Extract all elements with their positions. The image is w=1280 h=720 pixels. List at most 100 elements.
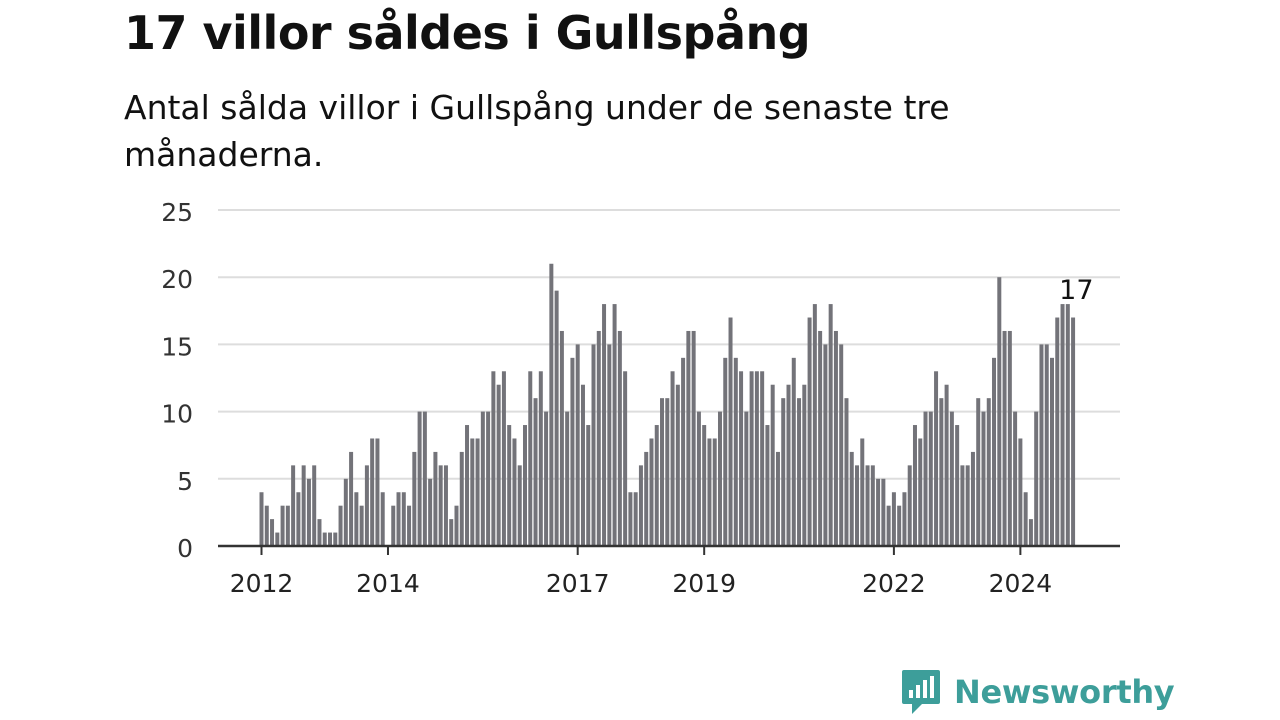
bar <box>1050 357 1054 546</box>
bar <box>301 465 306 546</box>
bar <box>491 371 496 546</box>
axes <box>218 544 1120 555</box>
bar <box>844 398 849 546</box>
bar <box>717 411 722 546</box>
bar <box>533 398 538 546</box>
bar <box>992 357 997 546</box>
bar <box>496 384 501 546</box>
bar <box>849 451 854 546</box>
bar <box>338 505 343 546</box>
bar <box>580 384 585 546</box>
bar <box>628 492 633 546</box>
y-tick-label: 10 <box>161 400 193 429</box>
bar <box>1044 344 1049 546</box>
bar <box>797 398 802 546</box>
x-tick-label: 2024 <box>989 569 1053 598</box>
bar <box>612 304 617 546</box>
bar <box>512 438 517 546</box>
y-tick-label: 20 <box>161 265 193 294</box>
bar <box>296 492 301 546</box>
bar <box>354 492 359 546</box>
bar <box>623 371 628 546</box>
bar <box>480 411 485 546</box>
bar <box>855 465 860 546</box>
x-tick-label: 2019 <box>672 569 736 598</box>
bar <box>322 532 327 546</box>
bar <box>475 438 480 546</box>
bar <box>686 330 691 546</box>
bar <box>723 357 728 546</box>
bar <box>465 425 470 546</box>
bar <box>965 465 970 546</box>
bar <box>665 398 670 546</box>
y-tick-label: 15 <box>161 332 193 361</box>
bar <box>538 371 543 546</box>
bar <box>559 330 564 546</box>
bar <box>270 519 275 546</box>
bar <box>870 465 875 546</box>
bar <box>702 425 707 546</box>
bar <box>602 304 607 546</box>
x-tick-label: 2014 <box>356 569 420 598</box>
x-tick-label: 2017 <box>546 569 610 598</box>
bar <box>707 438 712 546</box>
bar <box>364 465 369 546</box>
bar <box>523 425 527 546</box>
bar <box>486 411 491 546</box>
bar <box>754 371 759 546</box>
bar <box>907 465 912 546</box>
bar <box>728 317 733 546</box>
y-tick-label: 5 <box>177 467 193 496</box>
bar <box>586 425 591 546</box>
bar <box>280 505 285 546</box>
bar <box>960 465 965 546</box>
bar <box>544 411 549 546</box>
bar <box>681 357 686 546</box>
bar <box>912 425 917 546</box>
bar <box>654 425 659 546</box>
bar <box>976 398 981 546</box>
bar <box>517 465 522 546</box>
bars <box>259 263 1076 546</box>
bar <box>549 263 554 546</box>
bar <box>1055 317 1060 546</box>
bar <box>438 465 443 546</box>
bar <box>528 371 533 546</box>
bar <box>633 492 638 546</box>
brand-name: Newsworthy <box>954 673 1175 711</box>
bar <box>739 371 744 546</box>
bar <box>712 438 717 546</box>
bar <box>401 492 406 546</box>
bar <box>1002 330 1007 546</box>
bar <box>823 344 828 546</box>
bar <box>407 505 412 546</box>
bar <box>370 438 375 546</box>
bar <box>881 478 886 546</box>
bar <box>997 277 1002 546</box>
bar <box>638 465 643 546</box>
bar <box>955 425 960 546</box>
newsworthy-logo-icon <box>902 670 940 714</box>
bar <box>343 478 348 546</box>
bar <box>812 304 817 546</box>
bar <box>607 344 612 546</box>
bar <box>770 384 775 546</box>
bar <box>317 519 322 546</box>
labels: 0 5 10 15 20 25 2012 2014 2017 2019 2022 2024 17 <box>161 198 1093 598</box>
bar <box>807 317 812 546</box>
bar <box>591 344 596 546</box>
bar <box>391 505 396 546</box>
bar <box>891 492 896 546</box>
bar <box>570 357 575 546</box>
bar <box>617 330 622 546</box>
bar <box>433 451 438 546</box>
bar <box>986 398 991 546</box>
bar <box>396 492 401 546</box>
bar <box>1039 344 1044 546</box>
bar <box>675 384 680 546</box>
bar <box>375 438 380 546</box>
bar <box>934 371 939 546</box>
bar <box>902 492 907 546</box>
bar <box>1065 304 1070 546</box>
